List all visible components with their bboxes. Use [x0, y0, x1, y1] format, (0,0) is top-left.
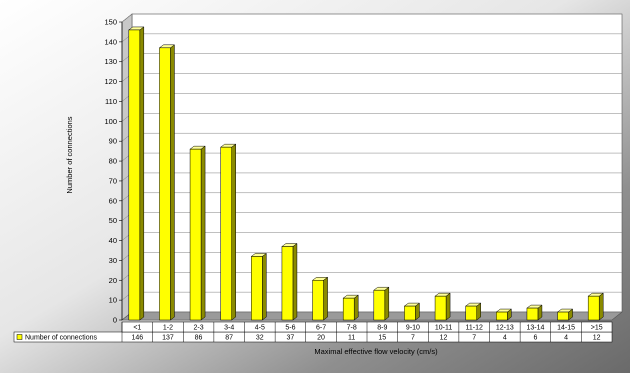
data-label: 11	[348, 335, 355, 342]
data-label: 7	[411, 335, 415, 342]
data-label: 4	[564, 335, 568, 342]
bar	[251, 256, 263, 321]
bar	[220, 146, 232, 321]
x-tick-label: 5-6	[285, 325, 295, 332]
bar-side	[200, 145, 206, 321]
legend-label: Number of connections	[25, 335, 97, 342]
bar	[465, 305, 477, 321]
x-tick-label: 6-7	[316, 325, 326, 332]
y-tick-label: 130	[104, 57, 117, 66]
y-tick-label: 100	[104, 117, 117, 126]
data-label: 37	[287, 335, 295, 342]
bar-side	[598, 292, 604, 321]
y-tick-label: 10	[109, 296, 117, 305]
bar-side	[353, 294, 359, 321]
bar	[189, 148, 202, 321]
y-tick-label: 0	[113, 316, 117, 325]
y-tick-label: 120	[104, 77, 117, 86]
x-tick-label: 1-2	[163, 325, 173, 332]
x-tick-label: 2-3	[194, 325, 204, 332]
bar	[526, 307, 539, 321]
bar-side	[323, 276, 328, 321]
bar-side	[170, 44, 175, 321]
bar	[281, 246, 294, 321]
bar-side	[445, 292, 451, 321]
x-tick-label: 3-4	[224, 325, 234, 332]
x-tick-label: <1	[133, 325, 141, 332]
data-table-values-row	[13, 331, 613, 343]
bar	[587, 295, 600, 321]
bar	[404, 305, 416, 321]
data-label: 15	[378, 335, 386, 342]
legend-swatch	[16, 334, 23, 340]
y-tick-label: 20	[109, 276, 117, 285]
bar	[128, 29, 141, 321]
x-axis-label: Maximal effective flow velocity (cm/s)	[314, 347, 438, 356]
y-tick-label: 140	[104, 37, 117, 46]
bar-side	[262, 252, 267, 321]
y-tick-label: 110	[105, 97, 117, 106]
data-label: 4	[503, 335, 507, 342]
data-label: 86	[195, 335, 203, 342]
y-tick-label: 90	[109, 137, 117, 146]
bar	[373, 289, 386, 321]
x-tick-label: 4-5	[255, 325, 265, 332]
data-label: 87	[225, 335, 233, 342]
bar	[434, 295, 447, 321]
bar	[557, 311, 569, 321]
y-tick-label: 40	[109, 236, 117, 245]
y-tick-label: 150	[104, 18, 117, 27]
x-tick-label: 10-11	[435, 325, 452, 332]
data-label: 146	[131, 335, 143, 342]
data-label: 12	[593, 335, 601, 342]
x-tick-label: 8-9	[377, 325, 387, 332]
gridline	[121, 13, 622, 23]
y-tick-label: 80	[109, 157, 117, 166]
x-tick-label: 13-14	[526, 325, 544, 332]
bar-side	[231, 143, 236, 321]
bar-side	[292, 242, 298, 321]
y-tick-label: 60	[109, 196, 117, 205]
data-label: 32	[256, 335, 264, 342]
x-tick-label: >15	[591, 325, 603, 332]
data-label: 20	[317, 335, 325, 342]
x-tick-label: 14-15	[557, 325, 575, 332]
plot-back-wall	[131, 13, 623, 313]
y-tick-label: 70	[109, 176, 117, 185]
x-tick-label: 9-10	[406, 325, 420, 332]
x-tick-label: 11-12	[465, 325, 482, 332]
data-label: 12	[440, 335, 448, 342]
bar	[342, 297, 355, 321]
data-label: 137	[162, 335, 174, 342]
data-label: 6	[533, 335, 537, 342]
bar-side	[139, 26, 145, 321]
y-tick-label: 30	[109, 256, 117, 265]
y-tick-label: 50	[109, 216, 117, 225]
data-label: 7	[472, 335, 476, 342]
x-tick-label: 12-13	[496, 325, 514, 332]
y-axis-label: Number of connections	[65, 116, 74, 193]
bar-side	[384, 286, 390, 321]
x-tick-label: 7-8	[347, 325, 357, 332]
bar	[312, 280, 324, 321]
bar	[496, 311, 508, 321]
bar	[159, 47, 171, 321]
